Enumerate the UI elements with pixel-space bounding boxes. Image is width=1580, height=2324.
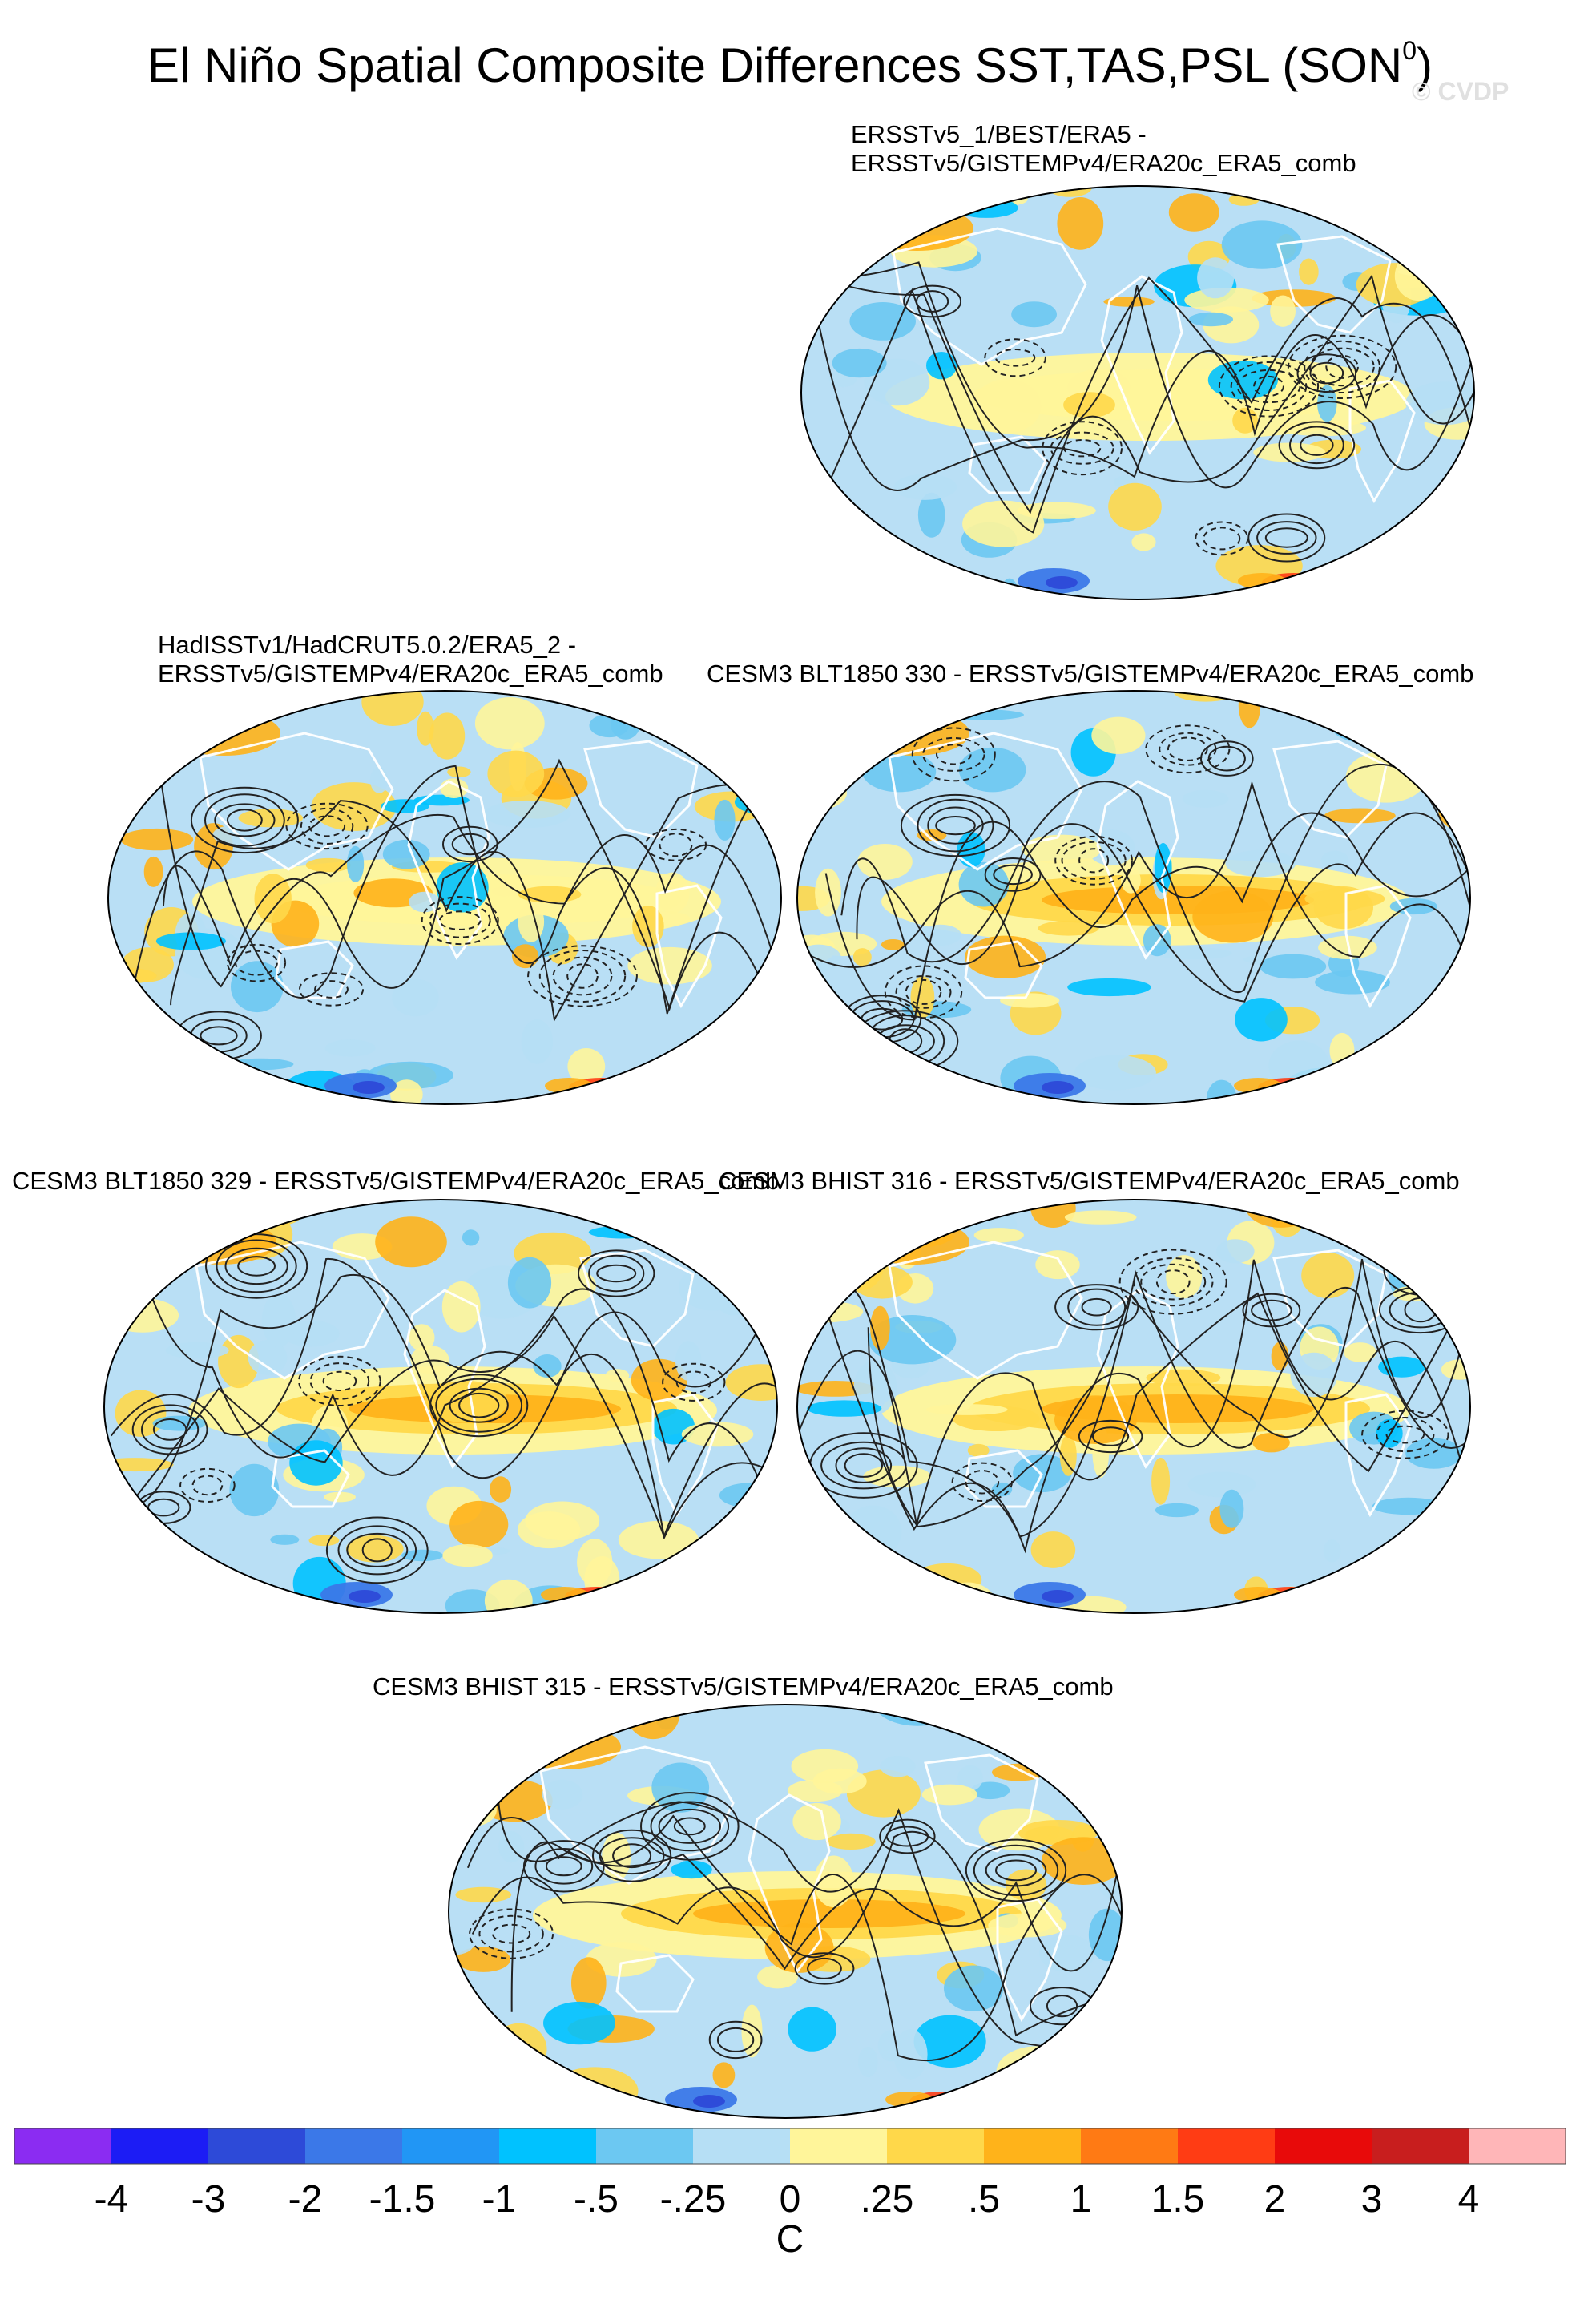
map-panel-2 xyxy=(107,690,782,1105)
colorbar-units: C xyxy=(776,2218,804,2261)
main-title: El Niño Spatial Composite Differences SS… xyxy=(147,36,1433,92)
colorbar-swatch xyxy=(208,2128,306,2164)
colorbar-swatch xyxy=(887,2128,985,2164)
colorbar-tick-label: -1 xyxy=(482,2178,517,2221)
panel-6-title: CESM3 BHIST 315 - ERSSTv5/GISTEMPv4/ERA2… xyxy=(373,1672,1114,1701)
panel-3-title: CESM3 BLT1850 330 - ERSSTv5/GISTEMPv4/ER… xyxy=(707,660,1474,688)
colorbar-tick-label: 4 xyxy=(1458,2178,1480,2221)
map-panel-1 xyxy=(800,185,1475,600)
colorbar-swatch xyxy=(984,2128,1082,2164)
colorbar-tick-label: -1.5 xyxy=(369,2178,436,2221)
colorbar-swatch xyxy=(1469,2128,1566,2164)
colorbar-swatch xyxy=(14,2128,112,2164)
map-panel-6 xyxy=(448,1704,1123,2119)
colorbar-swatch xyxy=(305,2128,403,2164)
panel-1-title: ERSSTv5_1/BEST/ERA5 - ERSSTv5/GISTEMPv4/E… xyxy=(851,120,1356,177)
panel-5-title: CESM3 BHIST 316 - ERSSTv5/GISTEMPv4/ERA2… xyxy=(719,1167,1460,1195)
colorbar-swatch xyxy=(790,2128,888,2164)
cvdp-watermark: © CVDP xyxy=(1412,77,1509,106)
map-panel-3 xyxy=(796,690,1471,1105)
colorbar-tick-label: 0 xyxy=(780,2178,801,2221)
colorbar-tick-label: 3 xyxy=(1361,2178,1383,2221)
colorbar-swatch xyxy=(402,2128,500,2164)
colorbar-swatch xyxy=(111,2128,209,2164)
map-panel-5 xyxy=(796,1199,1471,1614)
colorbar-tick-label: .25 xyxy=(861,2178,914,2221)
colorbar-swatch xyxy=(1178,2128,1276,2164)
colorbar-swatch xyxy=(596,2128,694,2164)
map-panel-4 xyxy=(103,1199,778,1614)
panel-4-title: CESM3 BLT1850 329 - ERSSTv5/GISTEMPv4/ER… xyxy=(12,1167,780,1195)
colorbar-tick-label: 1.5 xyxy=(1151,2178,1205,2221)
colorbar-swatch xyxy=(499,2128,597,2164)
colorbar-tick-label: -.5 xyxy=(574,2178,619,2221)
colorbar-tick-label: -3 xyxy=(191,2178,226,2221)
colorbar-swatch xyxy=(1275,2128,1372,2164)
colorbar-swatch xyxy=(693,2128,791,2164)
colorbar-tick-label: .5 xyxy=(968,2178,1000,2221)
colorbar-tick-label: -4 xyxy=(95,2178,129,2221)
panel-2-title: HadISSTv1/HadCRUT5.0.2/ERA5_2 - ERSSTv5/G… xyxy=(158,631,663,688)
colorbar-swatch xyxy=(1081,2128,1179,2164)
colorbar-tick-label: -.25 xyxy=(660,2178,727,2221)
colorbar-swatch xyxy=(1372,2128,1469,2164)
colorbar-tick-label: 2 xyxy=(1264,2178,1286,2221)
colorbar-tick-label: -2 xyxy=(288,2178,323,2221)
colorbar-tick-label: 1 xyxy=(1070,2178,1092,2221)
colorbar: -4 -3 -2 -1.5 -1 -.5 -.25 0 .25 .5 1 1.5 2 3 4 C xyxy=(14,2128,1566,2261)
